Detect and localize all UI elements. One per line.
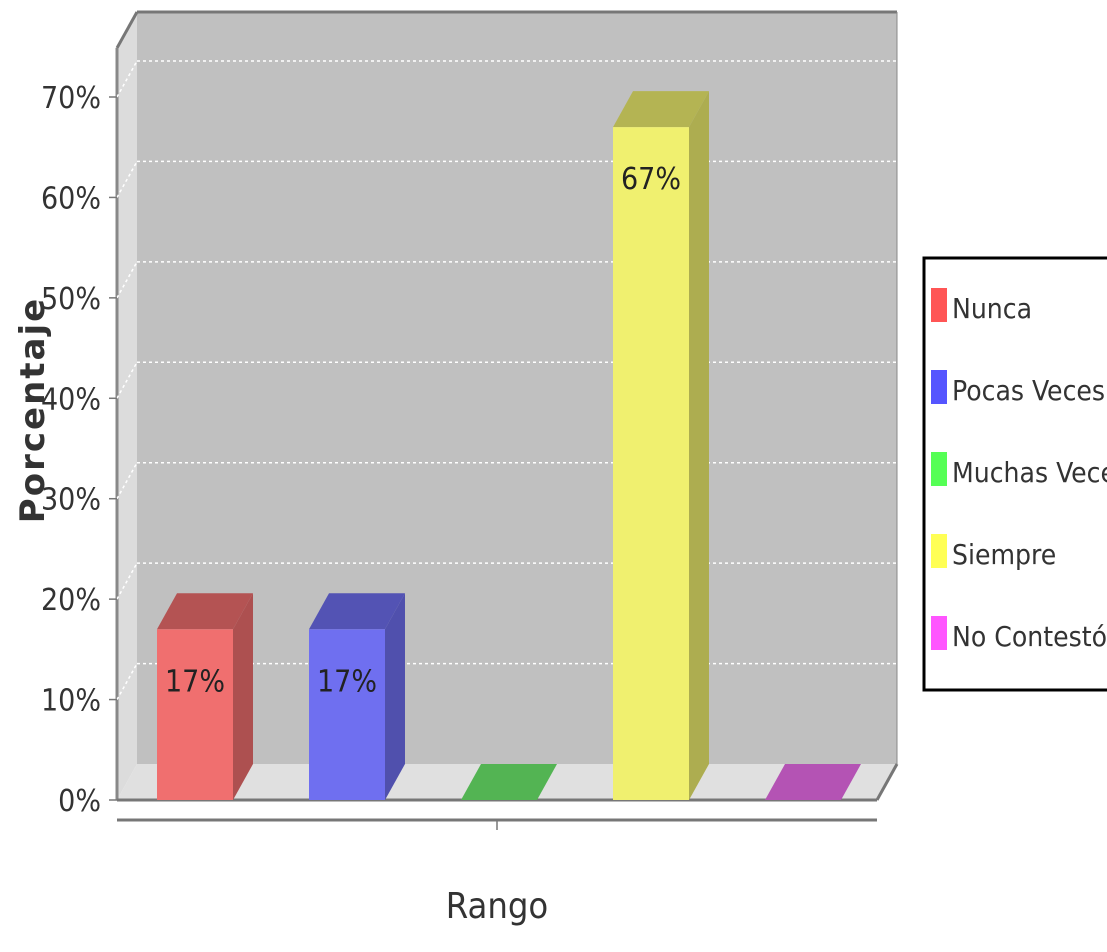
plot-side-wall — [117, 12, 137, 800]
axes — [117, 818, 877, 830]
legend-entry: Siempre — [952, 538, 1056, 571]
y-tick-label: 40% — [41, 382, 101, 417]
y-tick-label: 30% — [41, 483, 101, 518]
legend-swatch — [931, 534, 947, 568]
bar-no-contestó — [765, 764, 861, 800]
y-tick-label: 50% — [41, 282, 101, 317]
grid-lines — [116, 60, 897, 700]
bar-top — [157, 593, 253, 630]
bar-nunca: 17% — [157, 593, 253, 800]
grid-line-side — [116, 562, 138, 600]
y-tick-label: 20% — [41, 583, 101, 618]
grid-line-side — [116, 161, 138, 198]
bar-top — [765, 764, 861, 800]
bar-siempre: 67% — [613, 91, 709, 801]
bar-side — [385, 593, 405, 800]
bar-data-label: 17% — [165, 664, 225, 699]
bar-top — [461, 764, 557, 800]
legend-entry: Pocas Veces — [952, 374, 1105, 407]
bar-front — [157, 629, 233, 800]
y-axis-label: Porcentaje — [13, 297, 53, 523]
legend: Nunca Pocas Veces Muchas Veces Siempre No Co… — [922, 256, 1107, 692]
grid-line-side — [116, 60, 138, 98]
legend-entry: Nunca — [952, 292, 1032, 325]
plot-back-wall — [137, 12, 897, 764]
y-tick-label: 10% — [41, 684, 101, 719]
bar-front — [613, 127, 689, 801]
legend-entry: Muchas Veces — [952, 456, 1107, 489]
plot-bottom-right-edge — [875, 763, 899, 801]
grid-line-side — [116, 663, 138, 700]
bar-side — [233, 593, 253, 800]
bar-top — [613, 91, 709, 128]
bar-data-label: 67% — [621, 162, 681, 197]
y-axis-ticks: 0% 10% 20% 30% 40% 50% 60% 70% — [41, 81, 117, 819]
bar-muchas-veces — [461, 764, 557, 800]
bar-side — [689, 91, 709, 801]
y-tick-label: 70% — [41, 81, 101, 116]
grid-line-side — [116, 261, 138, 299]
bars: 17% 17% 67% — [157, 91, 861, 801]
bar-data-label: 17% — [317, 664, 377, 699]
bar-front — [309, 629, 385, 800]
x-axis-label: Rango — [446, 886, 548, 927]
bar-top — [309, 593, 405, 630]
y-tick-label: 0% — [58, 784, 101, 819]
legend-swatch — [931, 370, 947, 404]
legend-swatch — [931, 288, 947, 322]
grid-line-side — [116, 462, 138, 500]
legend-box — [922, 256, 1107, 692]
plot-top-left-edge — [115, 11, 139, 49]
y-tick-label: 60% — [41, 181, 101, 216]
legend-entry: No Contestó — [952, 620, 1107, 653]
legend-swatch — [931, 616, 947, 650]
legend-swatch — [931, 452, 947, 486]
bar-pocas-veces: 17% — [309, 593, 405, 800]
grid-line-side — [116, 361, 138, 399]
